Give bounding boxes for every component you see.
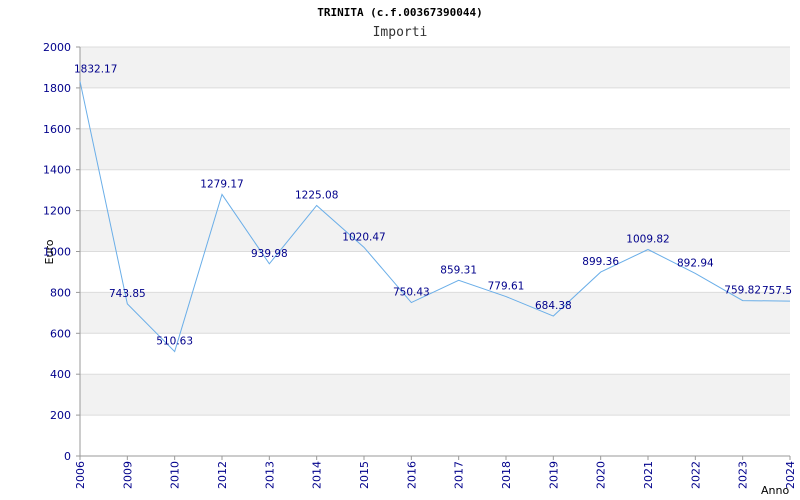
data-label: 899.36 (582, 256, 619, 268)
data-label: 779.61 (488, 281, 525, 293)
data-label: 1832.17 (74, 63, 117, 75)
data-label: 510.63 (156, 336, 193, 348)
y-tick-label: 1800 (43, 82, 71, 95)
x-axis-title: Anno (761, 484, 789, 497)
data-label: 743.85 (109, 288, 146, 300)
x-tick-label: 2017 (453, 461, 466, 489)
x-tick-label: 2021 (642, 461, 655, 489)
x-tick-label: 2023 (737, 461, 750, 489)
x-tick-label: 2014 (311, 461, 324, 489)
x-tick-label: 2012 (216, 461, 229, 489)
grid-band (80, 47, 790, 88)
x-tick-label: 2010 (169, 461, 182, 489)
y-tick-label: 1000 (43, 246, 71, 259)
x-tick-label: 2024 (784, 461, 797, 489)
data-label: 684.38 (535, 300, 572, 312)
data-label: 757.5 (762, 285, 792, 297)
y-tick-label: 200 (50, 409, 71, 422)
data-label: 859.31 (440, 264, 477, 276)
x-tick-label: 2016 (405, 461, 418, 489)
data-label: 939.98 (251, 248, 288, 260)
x-tick-label: 2022 (689, 461, 702, 489)
y-tick-label: 600 (50, 327, 71, 340)
chart-subtitle: Importi (372, 25, 428, 40)
y-tick-label: 800 (50, 286, 71, 299)
y-tick-label: 1600 (43, 123, 71, 136)
data-label: 1009.82 (626, 233, 669, 245)
y-tick-label: 400 (50, 368, 71, 381)
chart-title: TRINITA (c.f.00367390044) (317, 6, 483, 19)
series-line (79, 81, 791, 353)
data-label: 759.82 (724, 285, 761, 297)
y-tick-label: 2000 (43, 41, 71, 54)
grid-band (80, 374, 790, 416)
data-label: 892.94 (677, 257, 714, 269)
x-tick-label: 2009 (121, 461, 134, 489)
x-tick-label: 2013 (263, 461, 276, 489)
x-tick-label: 2020 (595, 461, 608, 489)
x-tick-label: 2019 (547, 461, 560, 489)
grid-band (80, 128, 790, 170)
data-label: 750.43 (393, 287, 430, 299)
y-axis-title: Euro (43, 239, 56, 264)
x-tick-label: 2018 (500, 461, 513, 489)
data-label: 1225.08 (295, 189, 338, 201)
data-label: 1279.17 (200, 178, 243, 190)
y-tick-label: 1200 (43, 205, 71, 218)
data-label: 1020.47 (342, 231, 385, 243)
x-tick-label: 2006 (74, 461, 87, 489)
y-tick-label: 1400 (43, 164, 71, 177)
grid-band (80, 210, 790, 252)
grid-band (80, 292, 790, 334)
x-tick-label: 2015 (358, 461, 371, 489)
y-tick-label: 0 (64, 450, 71, 463)
